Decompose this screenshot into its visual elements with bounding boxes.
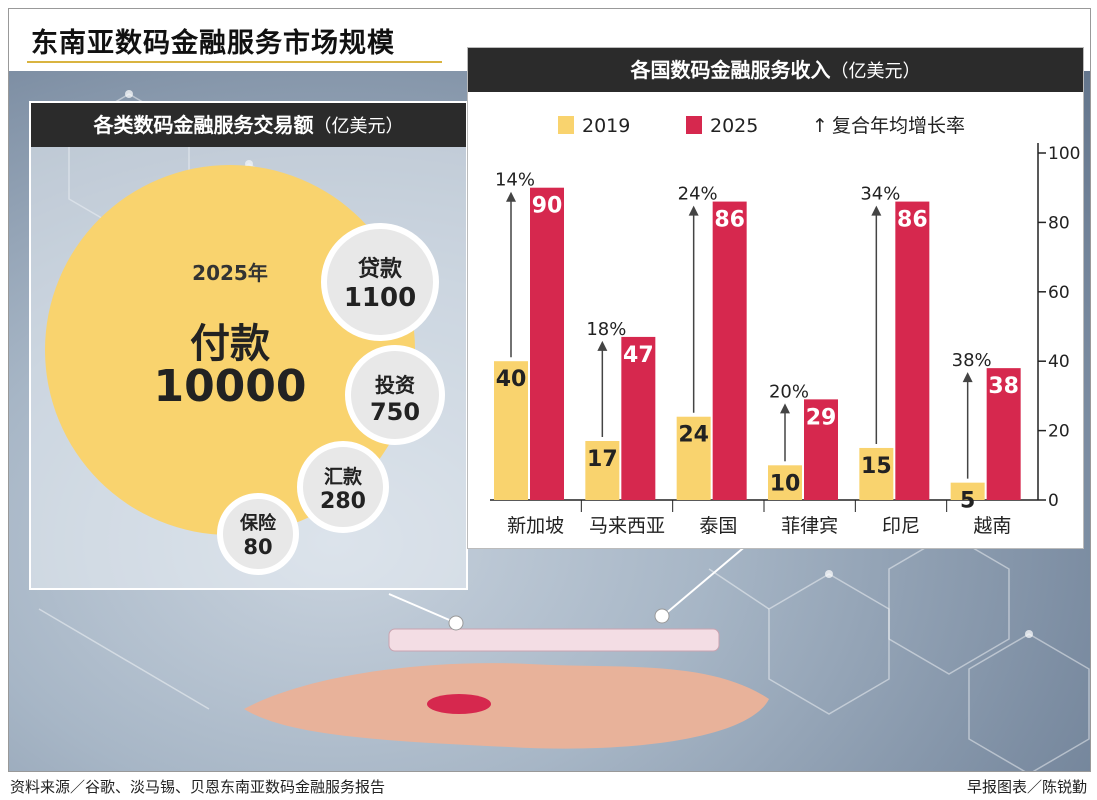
growth-rate-label: 24% [678, 184, 718, 205]
transaction-panel-heading: 各类数码金融服务交易额（亿美元） [31, 103, 466, 147]
phone-graphic [388, 628, 720, 652]
revenue-bar-chart: 2019 2025 ↑ 复合年均增长率 0 20 40 60 80 100 40 90 14% 新加坡 17… [490, 115, 1080, 537]
payment-value: 10000 [153, 361, 307, 412]
payment-label: 付款 [190, 321, 270, 367]
insurance-label: 保险 [240, 513, 276, 534]
investment-value: 750 [369, 398, 421, 426]
bar-2019 [950, 482, 985, 500]
revenue-heading-unit: （亿美元） [830, 61, 921, 82]
credit-note: 早报图表／陈锐勤 [966, 778, 1087, 796]
category-label: 马来西亚 [589, 515, 665, 537]
infographic-frame: 东南亚数码金融服务市场规模 各类数码金融服务交易额（亿美元） 2025年 付款 … [8, 8, 1091, 772]
bar-2019 [676, 416, 711, 500]
bar-label-2019: 24 [678, 423, 709, 448]
legend-growth-label: 复合年均增长率 [832, 115, 965, 137]
growth-rate-label: 18% [586, 319, 626, 340]
remittance-value: 280 [320, 489, 366, 514]
revenue-heading-text: 各国数码金融服务收入 [630, 58, 831, 82]
loan-circle: 贷款 1100 [321, 223, 439, 341]
bar-2019 [494, 361, 528, 500]
bar-2025 [895, 201, 930, 500]
y-tick-label: 20 [1048, 422, 1070, 442]
bar-2025 [712, 201, 747, 500]
remittance-label: 汇款 [323, 466, 362, 488]
bar-2025 [621, 336, 656, 500]
bar-label-2025: 90 [532, 194, 563, 219]
revenue-panel-heading: 各国数码金融服务收入（亿美元） [468, 48, 1083, 92]
page-title: 东南亚数码金融服务市场规模 [31, 28, 395, 59]
growth-rate-label: 20% [769, 381, 809, 402]
growth-arrowhead [871, 205, 882, 216]
background-network-graphic [38, 90, 1090, 771]
bar-label-2025: 29 [806, 405, 837, 430]
y-tick-label: 0 [1048, 491, 1059, 511]
growth-arrowhead [962, 372, 973, 383]
bar-label-2019: 10 [770, 471, 801, 496]
insurance-circle: 保险 80 [217, 493, 299, 575]
growth-rate-label: 14% [495, 170, 535, 191]
payment-year: 2025年 [192, 261, 268, 285]
loan-value: 1100 [343, 283, 417, 313]
source-note: 资料来源／谷歌、淡马锡、贝恩东南亚数码金融服务报告 [10, 778, 386, 796]
bar-label-2019: 40 [496, 367, 527, 392]
transaction-heading-unit: （亿美元） [313, 116, 404, 137]
legend-label-2025: 2025 [710, 115, 758, 137]
y-tick-label: 100 [1048, 144, 1080, 164]
growth-arrowhead [506, 191, 516, 202]
bar-label-2019: 17 [587, 447, 618, 472]
insurance-value: 80 [243, 535, 273, 559]
growth-rate-label: 38% [952, 350, 992, 371]
bar-label-2019: 5 [960, 489, 975, 514]
category-label: 新加坡 [507, 515, 564, 537]
bar-2025 [804, 399, 838, 500]
remittance-circle: 汇款 280 [297, 441, 389, 533]
category-label: 越南 [973, 515, 1011, 537]
bar-label-2025: 86 [897, 208, 928, 233]
growth-arrowhead [597, 340, 608, 351]
hand-graphic [244, 663, 769, 749]
bar-label-2025: 47 [623, 343, 654, 368]
growth-arrowhead [688, 205, 699, 216]
legend-swatch-2025 [686, 116, 702, 134]
legend-swatch-2019 [558, 116, 574, 134]
bar-2019 [859, 447, 894, 500]
bar-2025 [986, 368, 1021, 500]
bar-2019 [768, 465, 802, 500]
bar-label-2025: 38 [988, 374, 1019, 399]
bar-label-2019: 15 [861, 454, 892, 479]
y-tick-label: 80 [1048, 213, 1070, 233]
transaction-heading-text: 各类数码金融服务交易额 [93, 113, 314, 137]
bar-label-2025: 86 [714, 208, 745, 233]
y-tick-label: 40 [1048, 352, 1070, 372]
title-underline [27, 61, 442, 63]
transaction-panel: 各类数码金融服务交易额（亿美元） 2025年 付款 10000 贷款 1100 … [29, 101, 468, 590]
loan-label: 贷款 [357, 257, 402, 282]
legend-growth-arrow: ↑ [812, 115, 828, 137]
fingernail-graphic [427, 694, 491, 714]
bar-2025 [530, 187, 564, 500]
bar-2019 [585, 441, 620, 500]
investment-circle: 投资 750 [345, 345, 445, 445]
category-label: 印尼 [882, 515, 920, 537]
revenue-chart-panel: 各国数码金融服务收入（亿美元） 2019 2025 ↑ 复合年均增长率 0 20 40 60 8… [467, 47, 1084, 549]
category-label: 菲律宾 [781, 515, 838, 537]
growth-rate-label: 34% [860, 184, 900, 205]
category-label: 泰国 [699, 515, 737, 537]
investment-label: 投资 [375, 373, 415, 397]
legend-label-2019: 2019 [582, 115, 630, 137]
y-tick-label: 60 [1048, 283, 1070, 303]
growth-arrowhead [780, 403, 790, 414]
